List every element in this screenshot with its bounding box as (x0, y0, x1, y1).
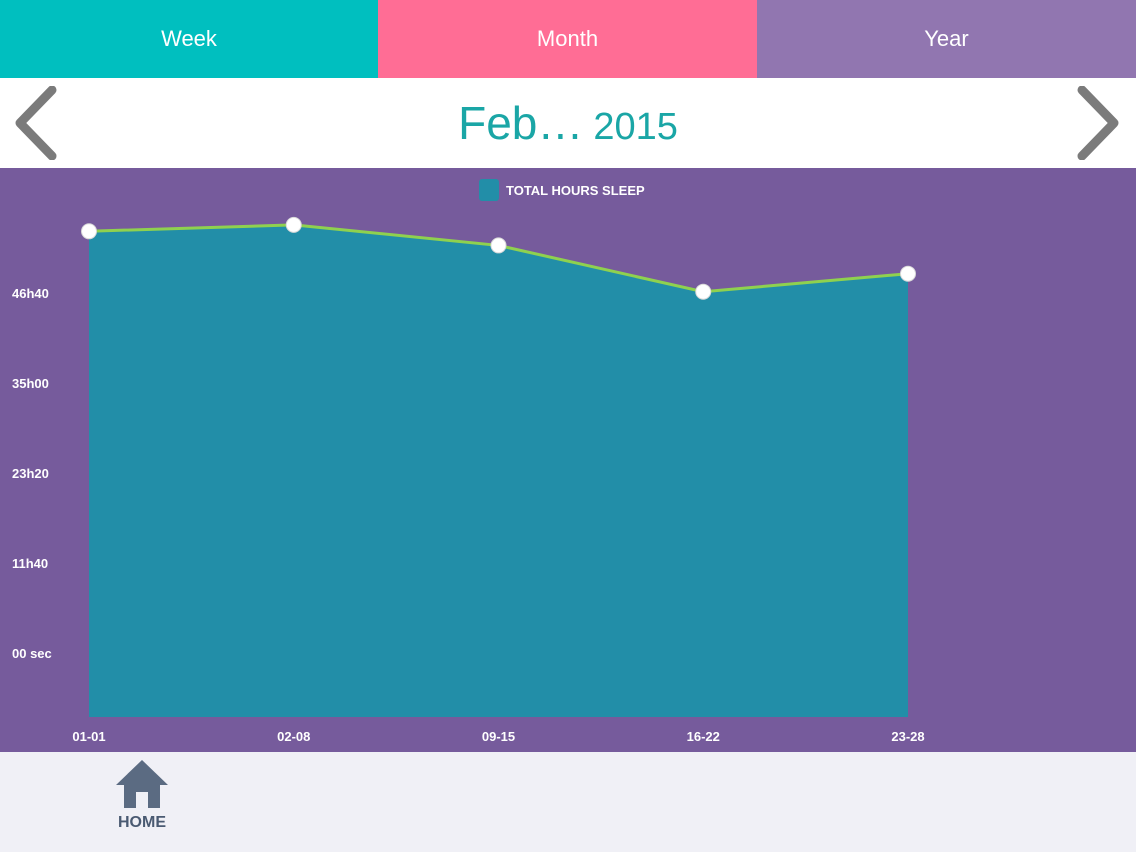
next-period-button[interactable] (1074, 85, 1122, 161)
data-point[interactable] (490, 237, 507, 254)
chevron-right-icon (1077, 85, 1119, 161)
y-axis: 00 sec 11h40 23h20 35h00 46h40 (12, 286, 52, 661)
x-tick-label: 09-15 (482, 729, 515, 744)
y-tick-label: 00 sec (12, 646, 52, 661)
tab-year[interactable]: Year (757, 0, 1136, 78)
chart-legend: TOTAL HOURS SLEEP (479, 179, 645, 201)
x-tick-label: 23-28 (891, 729, 924, 744)
series-area (89, 224, 908, 717)
bottom-tab-bar: HOME (0, 752, 1136, 852)
data-point[interactable] (900, 265, 916, 282)
previous-period-button[interactable] (12, 85, 60, 161)
data-point[interactable] (285, 216, 302, 233)
sleep-chart-svg: TOTAL HOURS SLEEP 00 sec 11h40 23h20 35h00 4… (12, 179, 925, 744)
y-tick-label: 35h00 (12, 376, 49, 391)
period-month: Feb… (458, 97, 584, 149)
x-tick-label: 16-22 (687, 729, 720, 744)
period-header: Feb… 2015 (0, 78, 1136, 168)
y-tick-label: 23h20 (12, 466, 49, 481)
home-label: HOME (118, 814, 166, 831)
data-point[interactable] (695, 283, 712, 300)
sleep-chart: TOTAL HOURS SLEEP 00 sec 11h40 23h20 35h00 4… (0, 168, 1136, 752)
y-tick-label: 46h40 (12, 286, 49, 301)
tab-week[interactable]: Week (0, 0, 378, 78)
legend-label: TOTAL HOURS SLEEP (506, 183, 645, 198)
tab-week-label: Week (161, 26, 217, 51)
y-tick-label: 11h40 (12, 556, 48, 571)
period-title: Feb… 2015 (0, 78, 1136, 168)
tab-month-label: Month (536, 26, 599, 51)
period-year: 2015 (593, 105, 678, 148)
plot-area (81, 216, 916, 717)
x-tick-label: 01-01 (72, 729, 105, 744)
period-tabs: Week Month Year (0, 0, 1136, 88)
home-icon (116, 760, 168, 808)
chevron-left-icon (15, 85, 57, 161)
tab-year-label: Year (924, 26, 969, 51)
tab-month[interactable]: Month (378, 0, 757, 88)
home-button[interactable]: HOME (106, 758, 178, 844)
x-tick-label: 02-08 (277, 729, 310, 744)
legend-swatch (479, 179, 499, 201)
data-point[interactable] (81, 223, 97, 240)
x-axis: 01-01 02-08 09-15 16-22 23-28 (72, 729, 924, 744)
